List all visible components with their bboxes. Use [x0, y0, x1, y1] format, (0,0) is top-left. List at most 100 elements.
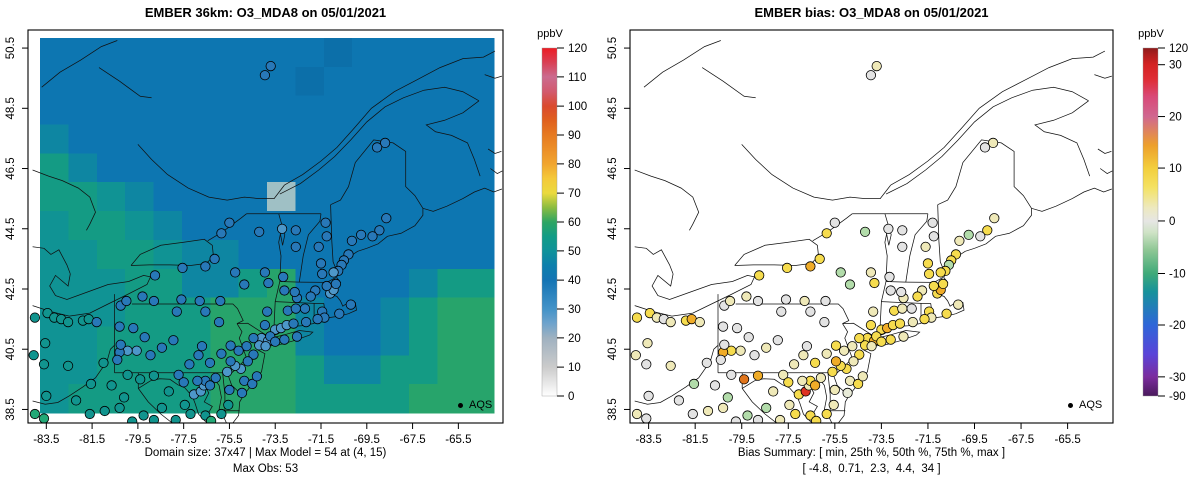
station-dot	[222, 366, 233, 377]
station-dot	[254, 226, 265, 237]
station-dot	[642, 338, 653, 349]
station-dot	[148, 370, 159, 381]
station-dot	[270, 336, 281, 347]
station-dot	[62, 360, 74, 371]
station-dot	[830, 340, 842, 351]
station-dot	[781, 262, 793, 273]
station-dot	[115, 339, 126, 350]
station-dot	[85, 378, 97, 389]
svg-text:50: 50	[568, 246, 581, 258]
left-colorbar	[541, 47, 558, 397]
svg-text:30: 30	[1169, 60, 1182, 72]
station-dot	[233, 345, 244, 356]
station-dot	[315, 258, 327, 269]
station-dot	[239, 279, 250, 290]
station-dot	[778, 369, 789, 380]
station-dot	[814, 253, 825, 264]
station-dot	[838, 345, 850, 356]
left-panel-title: EMBER 36km: O3_MDA8 on 05/01/2021	[144, 5, 387, 20]
station-dot	[726, 369, 737, 380]
station-dot	[702, 405, 714, 417]
station-dot	[328, 267, 339, 278]
station-dot	[896, 286, 907, 298]
station-dot	[156, 342, 167, 353]
station-dot	[865, 319, 877, 331]
svg-text:-73.5: -73.5	[868, 434, 894, 446]
station-dot	[173, 369, 184, 380]
station-dot	[897, 225, 908, 236]
right-colorbar-ticks: -90 -30 -20 -10 0 10 20 30 120	[1158, 43, 1188, 403]
station-dot	[251, 371, 262, 382]
station-dot	[819, 316, 830, 328]
station-dot	[29, 408, 41, 420]
station-dot	[138, 410, 149, 421]
station-dot	[300, 316, 312, 328]
station-dot	[321, 280, 332, 292]
station-dot	[687, 408, 698, 420]
svg-text:-69.5: -69.5	[354, 434, 380, 446]
station-dot	[835, 267, 846, 278]
svg-text:48.5: 48.5	[5, 97, 17, 119]
svg-text:40.5: 40.5	[5, 338, 17, 360]
station-dot	[979, 142, 991, 153]
station-dot	[381, 213, 392, 224]
station-dot	[371, 142, 383, 153]
svg-text:-20: -20	[1169, 320, 1186, 332]
svg-text:-83.5: -83.5	[636, 434, 662, 446]
station-dot	[898, 331, 909, 342]
station-dot	[920, 241, 931, 252]
svg-text:70: 70	[568, 188, 581, 200]
station-dot	[799, 295, 810, 307]
station-dot	[820, 295, 831, 307]
station-dot	[827, 366, 838, 377]
svg-text:-73.5: -73.5	[262, 434, 288, 446]
station-dot	[192, 375, 203, 386]
station-dot	[216, 408, 227, 420]
station-dot	[216, 348, 227, 359]
station-dot	[842, 387, 853, 398]
station-dot	[821, 228, 832, 239]
station-dot	[224, 384, 235, 395]
station-dot	[279, 285, 290, 296]
station-dot	[236, 387, 248, 398]
station-dot	[871, 60, 882, 72]
station-dot	[982, 225, 993, 236]
station-dot	[937, 278, 949, 289]
svg-text:-81.5: -81.5	[682, 434, 708, 446]
station-dot	[178, 377, 189, 388]
station-dot	[278, 271, 289, 282]
right-axes: -83.5 -81.5 -79.5 -77.5 -75.5 -73.5 -71.5 -69.5…	[607, 37, 1081, 446]
station-dot	[809, 380, 821, 391]
station-dot	[149, 270, 161, 281]
station-dot	[209, 253, 220, 264]
station-dot	[768, 386, 779, 397]
svg-text:50.5: 50.5	[5, 37, 17, 59]
station-dot	[290, 225, 301, 236]
station-dot	[866, 341, 877, 352]
station-dot	[247, 378, 258, 389]
station-dot	[29, 312, 41, 323]
station-dot	[752, 295, 764, 307]
station-dot	[137, 291, 148, 302]
left-colorbar-units-label: ppbV	[537, 28, 563, 40]
station-dot	[38, 413, 50, 423]
station-dot	[805, 261, 816, 272]
station-dot	[145, 350, 156, 361]
station-dot	[184, 359, 195, 370]
station-dot	[935, 267, 946, 278]
svg-text:10: 10	[568, 362, 581, 374]
station-dot	[230, 267, 241, 278]
station-dot	[865, 267, 877, 278]
station-dot	[248, 349, 259, 360]
station-dot	[919, 313, 930, 325]
station-dot	[276, 223, 288, 234]
svg-text:20: 20	[1169, 112, 1182, 124]
svg-text:48.5: 48.5	[607, 97, 619, 119]
station-dot	[830, 356, 842, 367]
station-dot	[752, 370, 764, 381]
station-dot	[194, 295, 205, 307]
station-dot	[631, 408, 643, 420]
left-axes: -83.5 -81.5 -79.5 -77.5 -75.5 -73.5 -71.5 -69.5…	[5, 37, 471, 446]
station-dot	[821, 408, 832, 420]
